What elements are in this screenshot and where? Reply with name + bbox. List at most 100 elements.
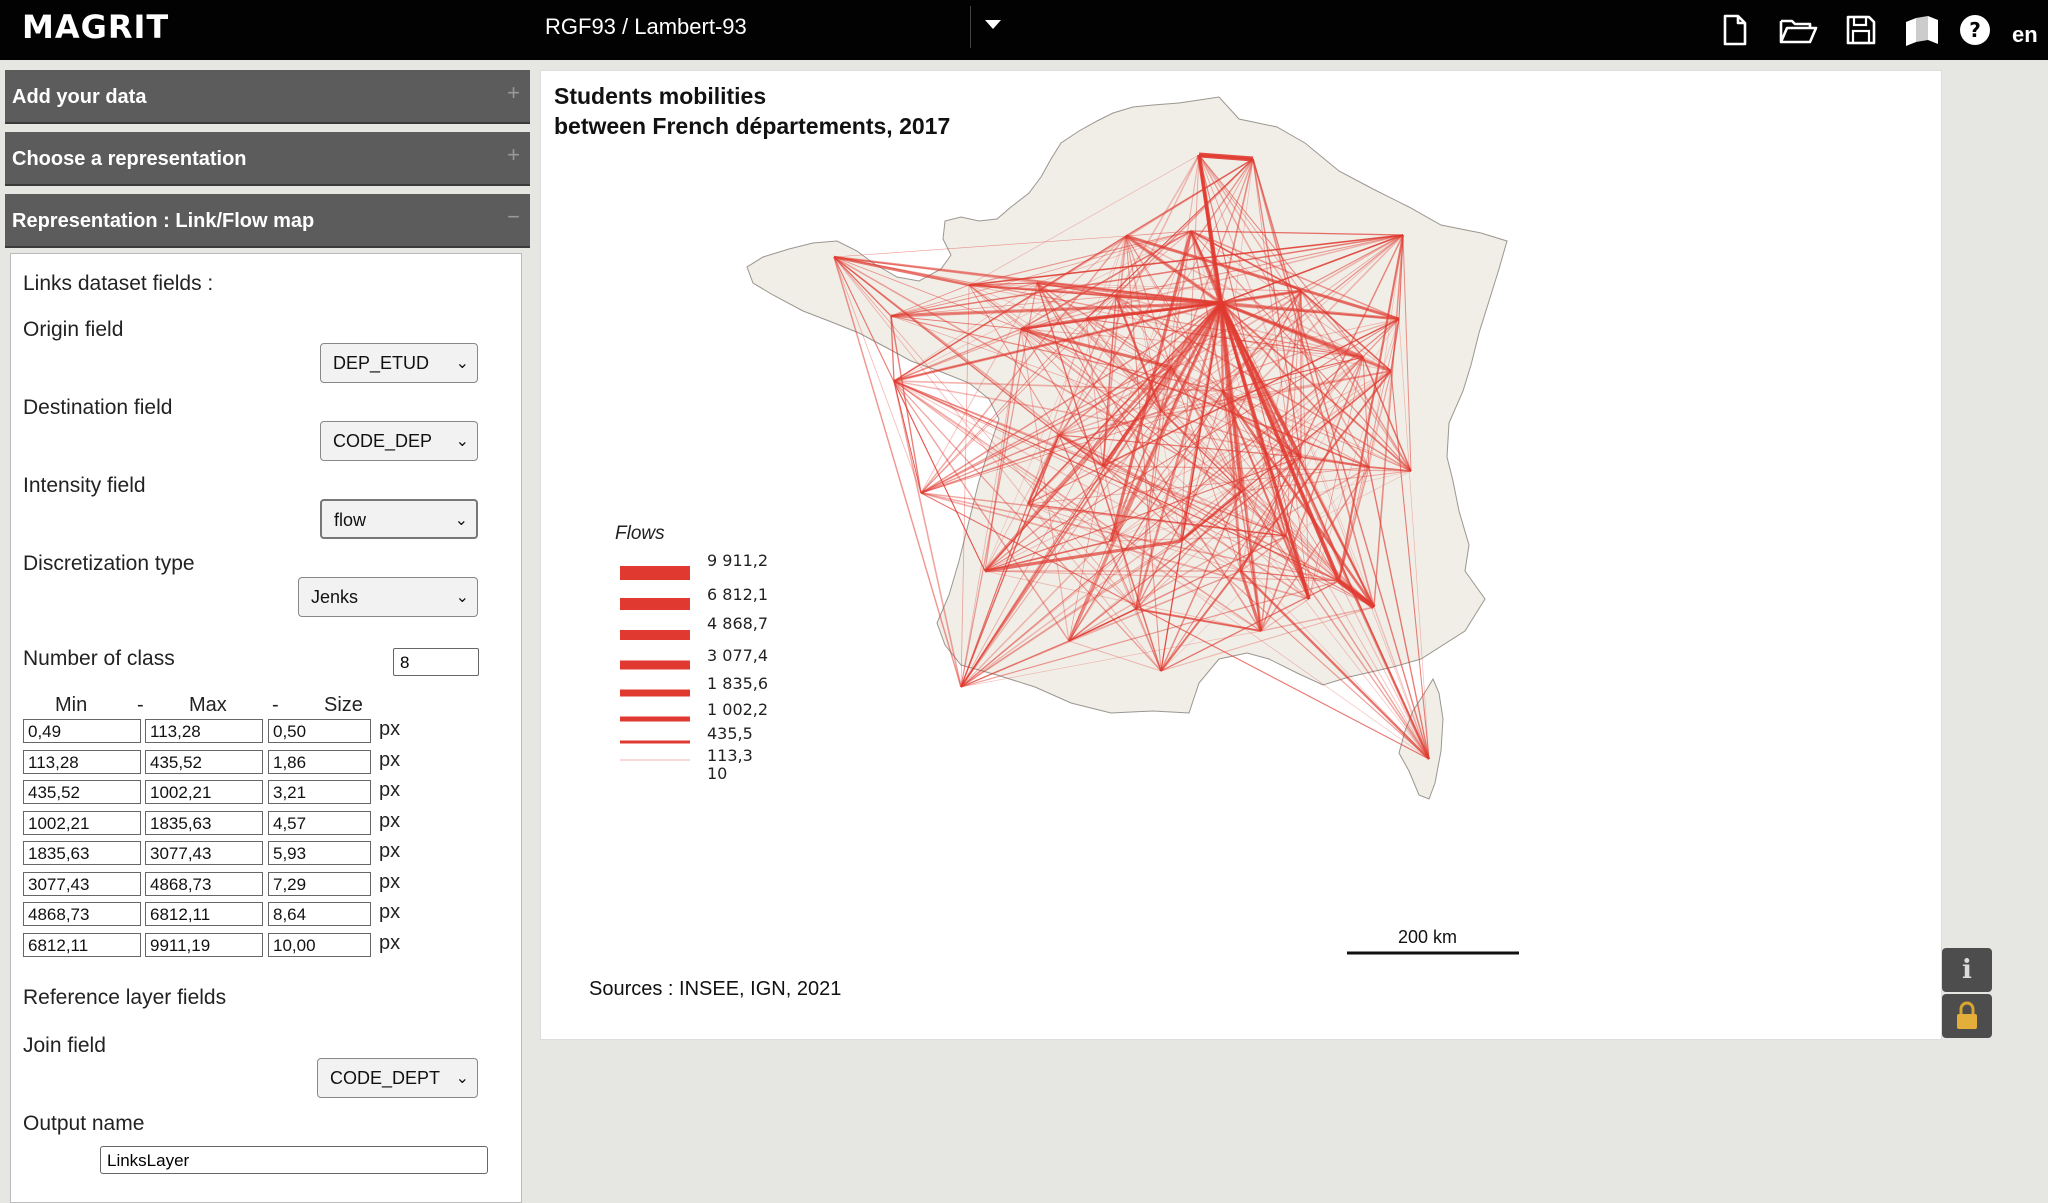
flow-line xyxy=(833,256,986,572)
flow-line xyxy=(1260,466,1370,632)
flow-line xyxy=(1220,289,1302,305)
column-separator: - xyxy=(137,694,144,716)
class-size-input[interactable]: 8,64 xyxy=(268,902,371,926)
flow-line xyxy=(893,380,1104,467)
flow-line xyxy=(1219,302,1341,582)
number-of-class-input[interactable]: 8 xyxy=(393,648,479,676)
class-min-input[interactable]: 3077,43 xyxy=(23,872,141,896)
class-min-input[interactable]: 1002,21 xyxy=(23,811,141,835)
class-size-input[interactable]: 4,57 xyxy=(268,811,371,835)
class-max-input[interactable]: 4868,73 xyxy=(145,872,263,896)
class-min-input[interactable]: 0,49 xyxy=(23,719,141,743)
section-add-data[interactable]: Add your data + xyxy=(5,70,530,124)
flow-line xyxy=(920,366,1172,494)
class-size-input[interactable]: 5,93 xyxy=(268,841,371,865)
flow-line xyxy=(1058,434,1137,610)
class-max-input[interactable]: 113,28 xyxy=(145,719,263,743)
open-folder-icon[interactable] xyxy=(1778,12,1818,48)
flow-line xyxy=(890,301,1222,318)
help-icon[interactable]: ? xyxy=(1957,12,1993,48)
legend-symbol xyxy=(620,716,690,722)
flow-line xyxy=(890,284,970,317)
join-field-select[interactable]: CODE_DEPT ⌄ xyxy=(317,1058,478,1098)
flow-line xyxy=(1125,158,1254,237)
legend-symbols xyxy=(620,566,690,761)
legend-value: 1 002,2 xyxy=(707,700,769,719)
flow-line xyxy=(1027,503,1287,537)
flow-line xyxy=(1338,318,1400,582)
flow-line xyxy=(968,284,1392,372)
flow-line xyxy=(1027,465,1104,505)
flow-line xyxy=(968,154,1200,286)
class-max-input[interactable]: 1835,63 xyxy=(145,811,263,835)
save-icon[interactable] xyxy=(1843,12,1879,48)
legend-value: 4 868,7 xyxy=(707,614,769,633)
class-max-input[interactable]: 435,52 xyxy=(145,750,263,774)
chevron-down-icon: ⌄ xyxy=(455,355,469,372)
flow-line xyxy=(920,282,1038,494)
flow-line xyxy=(1285,535,1430,760)
discretization-type-select[interactable]: Jenks ⌄ xyxy=(298,577,478,617)
flow-line xyxy=(893,380,1287,537)
class-size-input[interactable]: 3,21 xyxy=(268,780,371,804)
language-selector[interactable]: en xyxy=(2012,22,2038,47)
class-min-input[interactable]: 113,28 xyxy=(23,750,141,774)
flow-line xyxy=(1285,470,1412,537)
projection-selector-label[interactable]: RGF93 / Lambert-93 xyxy=(545,14,747,39)
chevron-down-icon[interactable] xyxy=(985,20,1001,29)
flow-line xyxy=(1240,470,1412,492)
flow-line xyxy=(1222,390,1262,632)
class-size-input[interactable]: 1,86 xyxy=(268,750,371,774)
map-sources[interactable]: Sources : INSEE, IGN, 2021 xyxy=(589,978,842,1000)
section-choose-representation[interactable]: Choose a representation + xyxy=(5,132,530,186)
flow-line xyxy=(920,366,1172,494)
section-representation[interactable]: Representation : Link/Flow map − xyxy=(5,194,530,248)
docs-book-icon[interactable] xyxy=(1902,12,1942,48)
class-min-input[interactable]: 6812,11 xyxy=(23,933,141,957)
class-min-input[interactable]: 1835,63 xyxy=(23,841,141,865)
flow-line xyxy=(890,315,922,494)
column-min-header: Min xyxy=(55,694,88,716)
intensity-field-select[interactable]: flow ⌄ xyxy=(320,499,478,539)
flow-line xyxy=(984,539,1182,573)
class-size-input[interactable]: 7,29 xyxy=(268,872,371,896)
output-name-input[interactable]: LinksLayer xyxy=(100,1146,488,1174)
class-max-input[interactable]: 6812,11 xyxy=(145,902,263,926)
class-size-input[interactable]: 0,50 xyxy=(268,719,371,743)
intensity-field-value: flow xyxy=(334,510,367,530)
flow-line xyxy=(893,230,1192,382)
output-name-label: Output name xyxy=(23,1112,145,1135)
flow-line xyxy=(1058,434,1302,458)
flow-line xyxy=(1390,370,1430,760)
info-button[interactable]: i xyxy=(1942,948,1992,992)
class-max-input[interactable]: 3077,43 xyxy=(145,841,263,865)
flow-line xyxy=(1240,535,1287,572)
destination-field-select[interactable]: CODE_DEP ⌄ xyxy=(320,421,478,461)
france-basemap xyxy=(746,96,1508,714)
origin-field-select[interactable]: DEP_ETUD ⌄ xyxy=(320,343,478,383)
flow-line xyxy=(1068,570,1242,642)
class-max-input[interactable]: 9911,19 xyxy=(145,933,263,957)
flow-line xyxy=(1220,302,1412,472)
map-view[interactable]: Students mobilities between French dépar… xyxy=(540,70,1942,1040)
class-size-input[interactable]: 10,00 xyxy=(268,933,371,957)
flow-line xyxy=(960,328,1022,688)
expand-icon[interactable]: + xyxy=(507,142,520,167)
flow-line xyxy=(833,256,1162,672)
flow-line xyxy=(1135,535,1287,610)
map-title[interactable]: Students mobilities between French dépar… xyxy=(554,83,951,139)
flow-line xyxy=(1220,302,1370,468)
flow-line xyxy=(893,380,1340,582)
flow-line xyxy=(1198,154,1375,608)
class-min-input[interactable]: 435,52 xyxy=(23,780,141,804)
collapse-icon[interactable]: − xyxy=(507,204,520,229)
class-min-input[interactable]: 4868,73 xyxy=(23,902,141,926)
flow-line xyxy=(1102,465,1430,760)
class-max-input[interactable]: 1002,21 xyxy=(145,780,263,804)
lock-button[interactable] xyxy=(1942,994,1992,1038)
new-file-icon[interactable] xyxy=(1716,12,1752,48)
expand-icon[interactable]: + xyxy=(507,80,520,105)
flow-line xyxy=(960,580,1340,688)
flow-line xyxy=(1240,570,1340,582)
flow-line xyxy=(1125,235,1182,542)
